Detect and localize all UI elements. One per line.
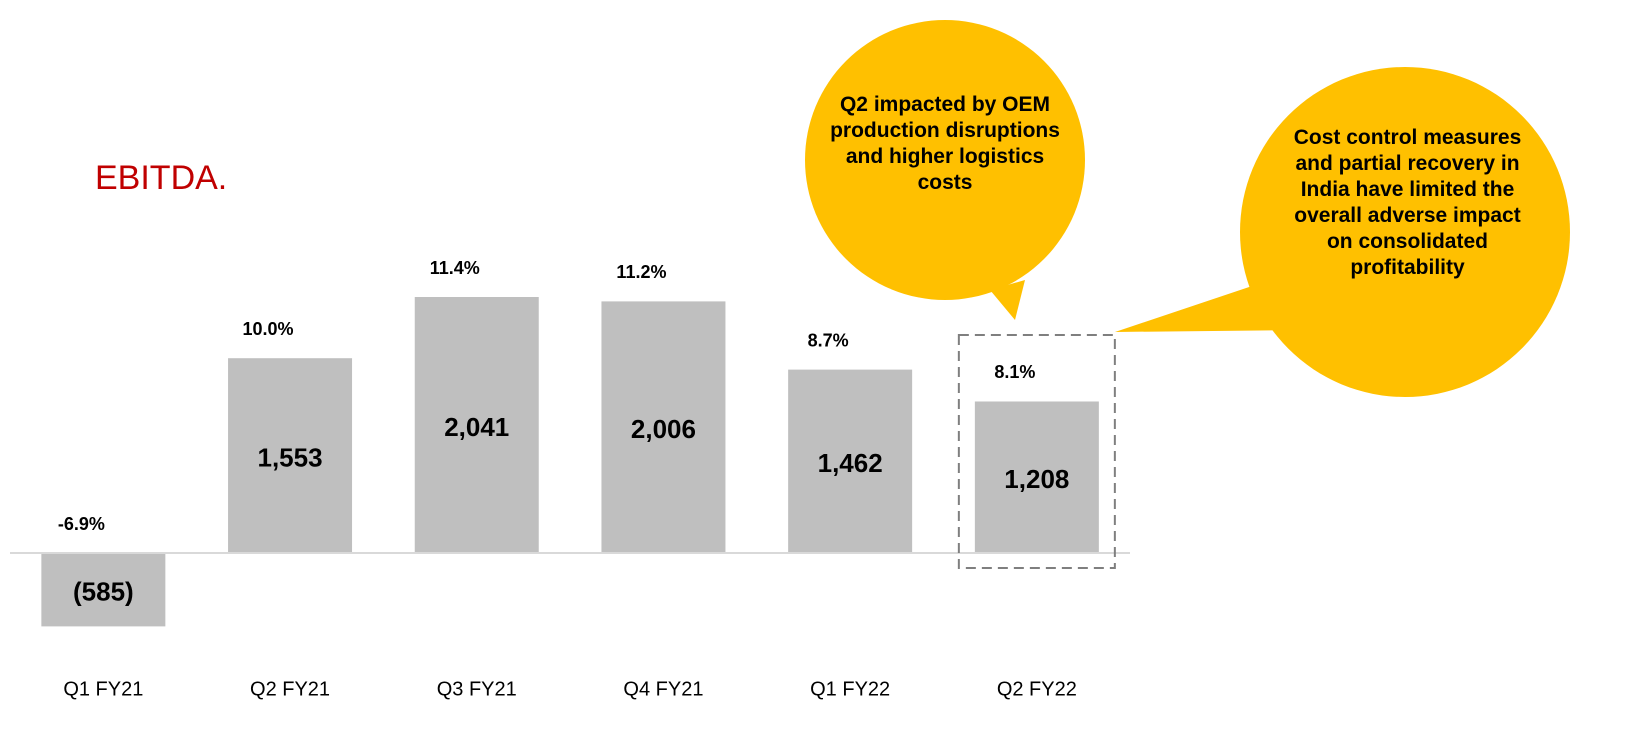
x-tick-label: Q2 FY22	[997, 678, 1077, 700]
margin-label: 8.1%	[994, 362, 1035, 382]
bar	[41, 553, 166, 627]
value-label: (585)	[73, 577, 134, 607]
x-tick-label: Q3 FY21	[437, 678, 517, 700]
value-label: 2,041	[444, 412, 509, 442]
margin-label: 11.2%	[616, 262, 666, 282]
bar	[788, 369, 913, 553]
callout-text: Q2 impacted by OEM production disruption…	[830, 93, 1060, 194]
value-label: 1,553	[258, 442, 323, 472]
bar	[601, 301, 726, 553]
x-tick-label: Q1 FY21	[63, 678, 143, 700]
callout-text: Cost control measures and partial recove…	[1293, 126, 1522, 279]
value-label: 1,462	[818, 448, 883, 478]
callout-shapes	[805, 20, 1570, 397]
x-tick-label: Q2 FY21	[250, 678, 330, 700]
margin-label: 11.4%	[430, 258, 480, 278]
margin-label: -6.9%	[58, 514, 105, 534]
callout-bubble	[990, 280, 1025, 320]
callout-bubble	[805, 20, 1085, 300]
bar	[974, 401, 1099, 553]
callout-bubble	[1240, 67, 1570, 397]
highlight-box	[957, 334, 1116, 569]
value-label: 2,006	[631, 414, 696, 444]
bar	[414, 297, 539, 553]
x-tick-label: Q4 FY21	[623, 678, 703, 700]
bar	[228, 358, 353, 553]
margin-label: 8.7%	[808, 330, 849, 350]
value-label: 1,208	[1004, 464, 1069, 494]
margin-label: 10.0%	[243, 319, 294, 339]
chart-title: EBITDA.	[95, 159, 227, 197]
x-tick-label: Q1 FY22	[810, 678, 890, 700]
